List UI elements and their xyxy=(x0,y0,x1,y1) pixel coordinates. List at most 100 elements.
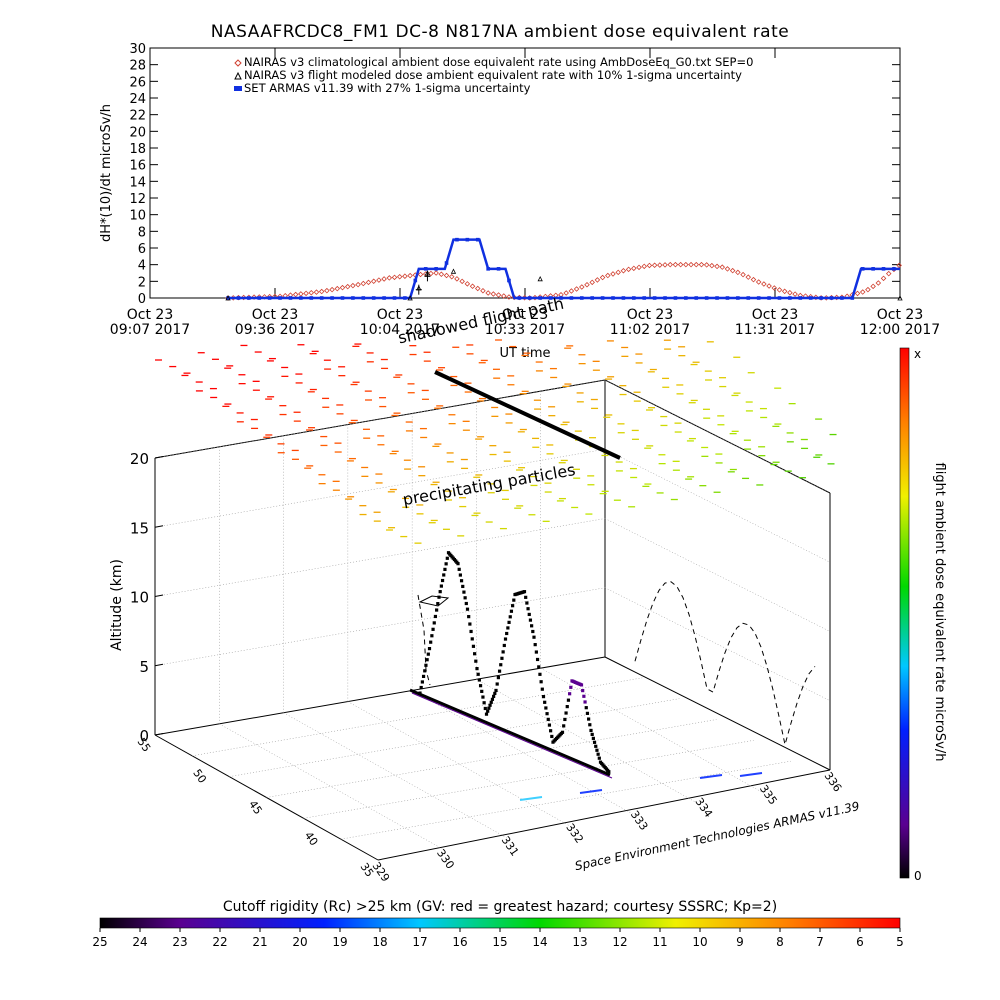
altitude-gridline xyxy=(604,449,831,563)
climatological-point xyxy=(443,272,450,279)
altitude-profile-point xyxy=(541,695,546,699)
lon-tick-label: 336 xyxy=(822,770,845,795)
armas-point xyxy=(777,296,782,300)
grid-3d xyxy=(154,379,831,861)
climatological-point xyxy=(677,261,684,268)
climatological-point xyxy=(792,291,798,297)
climatological-point xyxy=(308,289,315,296)
altitude-profile-point xyxy=(425,658,429,662)
armas-point xyxy=(247,296,251,300)
climatological-point xyxy=(459,278,465,285)
armas-point xyxy=(319,296,324,300)
armas-point xyxy=(829,296,834,300)
climatological-point xyxy=(703,262,710,268)
climatological-point xyxy=(376,277,382,283)
climatological-point xyxy=(646,262,653,269)
climatological-point xyxy=(766,283,772,289)
z-tick-label: 20 xyxy=(130,450,149,468)
climatological-point xyxy=(599,274,606,281)
altitude-profile-point xyxy=(489,700,493,704)
altitude-profile-point xyxy=(492,694,496,698)
climatological-point xyxy=(506,294,512,300)
armas-point xyxy=(788,296,792,300)
altitude-profile-point xyxy=(463,596,467,600)
y-tick-label: 26 xyxy=(129,75,146,90)
climatological-point xyxy=(391,274,398,281)
climatological-point xyxy=(859,289,866,295)
cutoff-tick-label: 11 xyxy=(652,935,667,949)
z-tick-label: 5 xyxy=(139,658,149,676)
climatological-point xyxy=(625,266,632,273)
armas-point xyxy=(267,296,272,300)
climatological-point xyxy=(698,261,705,268)
altitude-profile-point xyxy=(503,637,508,641)
altitude-profile-point xyxy=(494,688,498,693)
climatological-point xyxy=(490,291,497,297)
climatological-point xyxy=(641,263,647,270)
y-tick-label: 6 xyxy=(138,242,146,257)
right-wall-altitude-shadow xyxy=(634,581,816,745)
lat-tick-label: 40 xyxy=(302,829,321,848)
altitude-profile-point xyxy=(493,691,497,696)
climatological-point xyxy=(729,267,736,274)
altitude-profile-point xyxy=(579,683,584,687)
climatological-point xyxy=(350,282,356,289)
armas-point xyxy=(226,296,230,300)
altitude-profile-point xyxy=(499,663,503,667)
altitude-profile-point xyxy=(568,692,572,696)
credit-label: Space Environment Technologies ARMAS v11… xyxy=(574,799,861,873)
armas-point xyxy=(673,296,678,300)
y-tick-label: 18 xyxy=(129,142,146,157)
annotation-precipitating-particles: precipitating particles xyxy=(401,460,577,509)
aircraft-marker xyxy=(418,595,450,607)
altitude-profile-point xyxy=(480,689,484,693)
altitude-profile-point xyxy=(430,634,434,638)
dose-rate-colorbar: x 0 flight ambient dose equivalent rate … xyxy=(899,347,947,883)
altitude-profile-point xyxy=(585,711,590,715)
x-tick-label-time: 09:07 2017 xyxy=(110,322,190,338)
altitude-profile-point xyxy=(507,620,511,624)
climatological-point xyxy=(573,286,580,292)
flight-model-point xyxy=(407,295,413,301)
floor-gridline xyxy=(219,723,443,850)
altitude-profile-point xyxy=(445,556,449,560)
climatological-point xyxy=(579,284,585,290)
altitude-profile-point xyxy=(522,590,527,594)
armas-point xyxy=(465,237,470,242)
climatological-point xyxy=(745,274,752,280)
cutoff-tick-label: 13 xyxy=(572,935,587,949)
x-tick-label-time: 11:02 2017 xyxy=(610,322,690,338)
altitude-profile-point xyxy=(467,615,471,619)
lat-tick-label: 55 xyxy=(135,736,154,755)
armas-point xyxy=(611,296,615,300)
altitude-profile-point xyxy=(589,728,593,733)
altitude-profile-point xyxy=(549,729,553,733)
climatological-point xyxy=(438,271,445,278)
climatological-point xyxy=(464,281,471,287)
floor-gridline xyxy=(340,760,791,840)
climatological-point xyxy=(298,291,304,297)
altitude-profile-point xyxy=(528,618,533,622)
altitude-profile-point xyxy=(564,711,568,715)
cutoff-tick-label: 6 xyxy=(856,935,864,949)
altitude-profile-point xyxy=(524,595,528,599)
x-tick-label-date: Oct 23 xyxy=(502,307,548,323)
altitude-profile-point xyxy=(439,584,443,588)
altitude-profile-point xyxy=(465,607,470,611)
armas-point xyxy=(725,296,730,300)
lon-tick-label: 334 xyxy=(692,795,715,820)
armas-point xyxy=(423,267,428,271)
altitude-profile-point xyxy=(550,734,554,739)
altitude-profile-point xyxy=(427,647,432,651)
armas-point xyxy=(475,237,480,242)
climatological-point xyxy=(474,285,481,292)
altitude-profile-point xyxy=(419,685,423,690)
floor-gridline xyxy=(266,719,717,798)
altitude-profile-point xyxy=(595,748,599,752)
armas-point xyxy=(538,296,542,300)
armas-point xyxy=(798,296,803,300)
armas-point xyxy=(736,296,740,300)
altitude-profile-point xyxy=(565,705,569,709)
armas-point xyxy=(486,267,490,271)
